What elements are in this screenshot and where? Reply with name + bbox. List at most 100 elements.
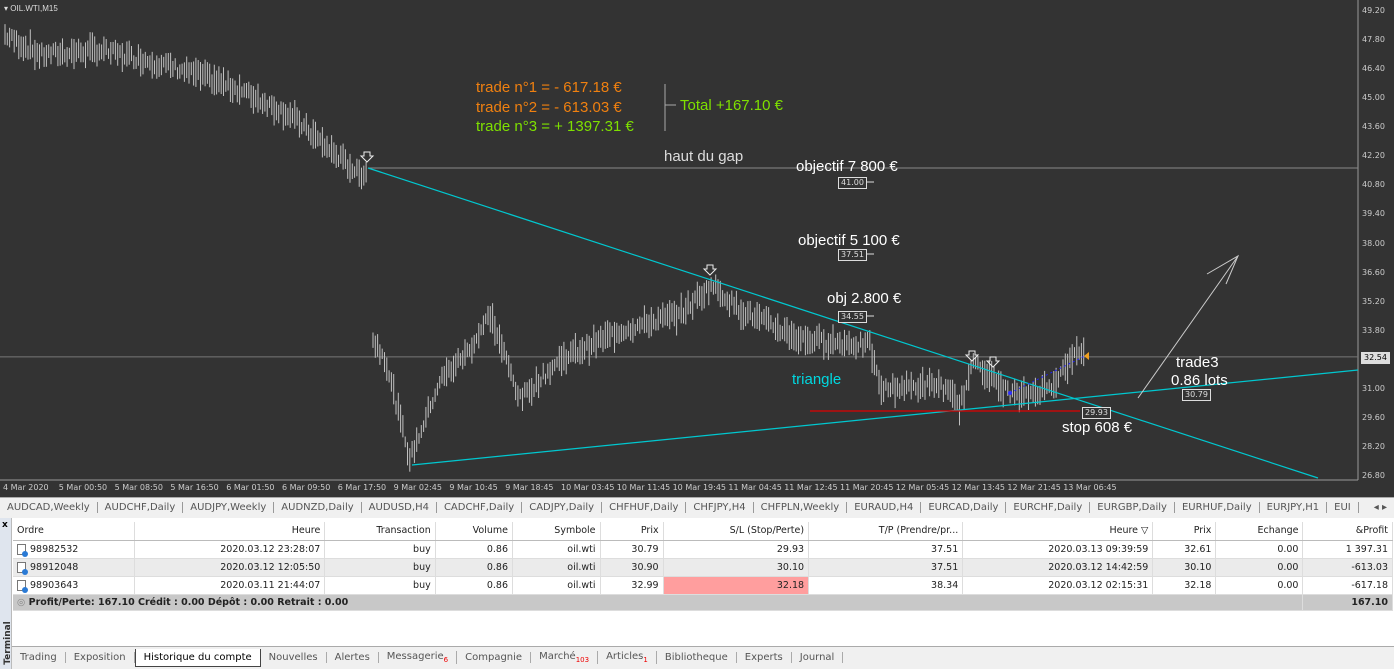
cell-value: 1 397.31 — [1345, 543, 1388, 555]
total-annotation: Total +167.10 € — [680, 97, 784, 114]
cell-value: oil.wti — [567, 561, 596, 573]
symbol-tab[interactable]: EURJPY,H1 — [1260, 502, 1328, 513]
column-header[interactable]: Prix — [1152, 522, 1217, 541]
tab-messagerie[interactable]: Messagerie6 — [379, 651, 458, 664]
table-cell: 30.10 — [663, 558, 810, 577]
symbol-tab[interactable]: CHFHUF,Daily — [602, 502, 687, 513]
price-tick: 35.20 — [1362, 296, 1385, 306]
cell-value: 0.86 — [486, 579, 508, 591]
price-tick: 40.80 — [1362, 180, 1385, 190]
tab-badge: 103 — [575, 656, 590, 664]
trade3-label: trade3 — [1176, 354, 1219, 371]
tab-nouvelles[interactable]: Nouvelles — [261, 652, 327, 663]
symbol-tab[interactable]: AUDCAD,Weekly — [0, 502, 98, 513]
price-tick: 42.20 — [1362, 151, 1385, 161]
symbol-tab[interactable]: CHFPLN,Weekly — [754, 502, 848, 513]
objective-5100-label: objectif 5 100 € — [798, 232, 900, 249]
table-cell: 32.18 — [663, 576, 810, 595]
tab-label: Messagerie — [386, 651, 444, 662]
table-row[interactable]: 98903643 2020.03.11 21:44:07 buy 0.86 oil.wt… — [13, 576, 1393, 595]
symbol-tab[interactable]: AUDJPY,Weekly — [183, 502, 275, 513]
summary-total: 167.10 — [1302, 594, 1393, 611]
symbol-tab[interactable]: AUDUSD,H4 — [362, 502, 437, 513]
trade1-annotation: trade n°1 = - 617.18 € — [476, 79, 622, 96]
table-cell: buy — [324, 540, 436, 559]
symbol-tabs: AUDCAD,Weekly AUDCHF,Daily AUDJPY,Weekly AU… — [0, 497, 1394, 517]
time-tick: 5 Mar 08:50 — [114, 483, 163, 492]
table-cell: 2020.03.12 02:15:31 — [962, 576, 1154, 595]
price-chart[interactable]: ▾ OIL.WTI,M15 trade n°1 = - 617.18 € tra… — [0, 0, 1394, 497]
price-tick: 43.60 — [1362, 122, 1385, 132]
table-cell: -613.03 — [1302, 558, 1393, 577]
column-header[interactable]: &Profit — [1302, 522, 1393, 541]
price-tick: 46.40 — [1362, 64, 1385, 74]
column-header[interactable]: Heure ▽ — [962, 522, 1154, 541]
symbol-tab[interactable]: EURCAD,Daily — [921, 502, 1007, 513]
price-tick: 28.20 — [1362, 441, 1385, 451]
cell-value: 30.10 — [776, 561, 805, 573]
column-header[interactable]: Volume — [435, 522, 514, 541]
symbol-tab[interactable]: AUDCHF,Daily — [98, 502, 184, 513]
symbol-tab[interactable]: EURGBP,Daily — [1090, 502, 1175, 513]
cell-value: 98982532 — [30, 543, 79, 555]
cell-value: 2020.03.12 14:42:59 — [1048, 561, 1149, 573]
column-header[interactable]: S/L (Stop/Perte) — [663, 522, 810, 541]
table-cell: 30.79 — [600, 540, 664, 559]
column-header[interactable]: Transaction — [324, 522, 436, 541]
symbol-tab[interactable]: CHFJPY,H4 — [686, 502, 754, 513]
tab-articles[interactable]: Articles1 — [598, 651, 657, 664]
symbol-tab[interactable]: CADJPY,Daily — [522, 502, 603, 513]
column-header[interactable]: Prix — [600, 522, 664, 541]
cell-value: 32.18 — [1184, 579, 1212, 591]
column-header[interactable]: Echange — [1215, 522, 1304, 541]
cell-value: 29.93 — [776, 543, 805, 555]
history-table: Ordre Heure Transaction Volume Symbole Prix S/… — [13, 522, 1393, 611]
chart-symbol-title: ▾ OIL.WTI,M15 — [4, 4, 58, 13]
tab-trading[interactable]: Trading — [12, 652, 66, 663]
table-cell: 32.61 — [1152, 540, 1217, 559]
tab-compagnie[interactable]: Compagnie — [457, 652, 532, 663]
tab-exposition[interactable]: Exposition — [66, 652, 135, 663]
time-tick: 5 Mar 00:50 — [58, 483, 108, 492]
table-row[interactable]: 98912048 2020.03.12 12:05:50 buy 0.86 oil.wt… — [13, 558, 1393, 577]
tab-journal[interactable]: Journal — [792, 652, 844, 663]
symbol-tab[interactable]: EURAUD,H4 — [847, 502, 922, 513]
time-tick: 11 Mar 04:45 — [728, 483, 782, 492]
tab-historique-du-compte[interactable]: Historique du compte — [134, 648, 261, 667]
tab-alertes[interactable]: Alertes — [327, 652, 379, 663]
symbol-tab[interactable]: AUDNZD,Daily — [274, 502, 362, 513]
symbol-tab[interactable]: CADCHF,Daily — [437, 502, 523, 513]
tab-bibliotheque[interactable]: Bibliotheque — [657, 652, 737, 663]
level-label: 41.00 — [838, 177, 867, 189]
table-cell: 98912048 — [13, 558, 136, 577]
tab-scroll-arrows-icon[interactable]: ◂ ▸ — [1373, 502, 1387, 513]
time-tick: 6 Mar 01:50 — [226, 483, 275, 492]
close-icon[interactable]: x — [2, 520, 8, 530]
table-row[interactable]: 98982532 2020.03.12 23:28:07 buy 0.86 oil.wt… — [13, 540, 1393, 559]
cell-value: 2020.03.12 23:28:07 — [220, 543, 321, 555]
symbol-tab[interactable]: EUI — [1327, 502, 1359, 513]
tab-badge: 1 — [643, 656, 648, 664]
column-header[interactable]: Ordre — [13, 522, 136, 541]
price-tick: 33.80 — [1362, 325, 1385, 335]
table-cell: 2020.03.12 23:28:07 — [134, 540, 326, 559]
objective-7800-label: objectif 7 800 € — [796, 158, 898, 175]
column-header[interactable]: Symbole — [512, 522, 601, 541]
cell-value: 98912048 — [30, 561, 79, 573]
time-tick: 9 Mar 18:45 — [505, 483, 554, 492]
column-header[interactable]: Heure — [134, 522, 326, 541]
column-header[interactable]: T/P (Prendre/pr... — [808, 522, 964, 541]
arrow-down-icon — [964, 350, 980, 362]
tab-march-[interactable]: Marché103 — [531, 651, 599, 664]
tab-label: Marché — [539, 651, 576, 662]
symbol-tab[interactable]: EURCHF,Daily — [1006, 502, 1091, 513]
tab-experts[interactable]: Experts — [737, 652, 792, 663]
terminal-side-strip: x Terminal — [0, 518, 13, 669]
level-label: 34.55 — [838, 311, 867, 323]
time-tick: 4 Mar 2020 — [3, 483, 49, 492]
level-label: 37.51 — [838, 249, 867, 261]
symbol-tab[interactable]: EURHUF,Daily — [1175, 502, 1260, 513]
cell-value: 98903643 — [30, 579, 79, 591]
table-cell: 2020.03.12 12:05:50 — [134, 558, 326, 577]
tab-label: Bibliotheque — [664, 652, 728, 663]
